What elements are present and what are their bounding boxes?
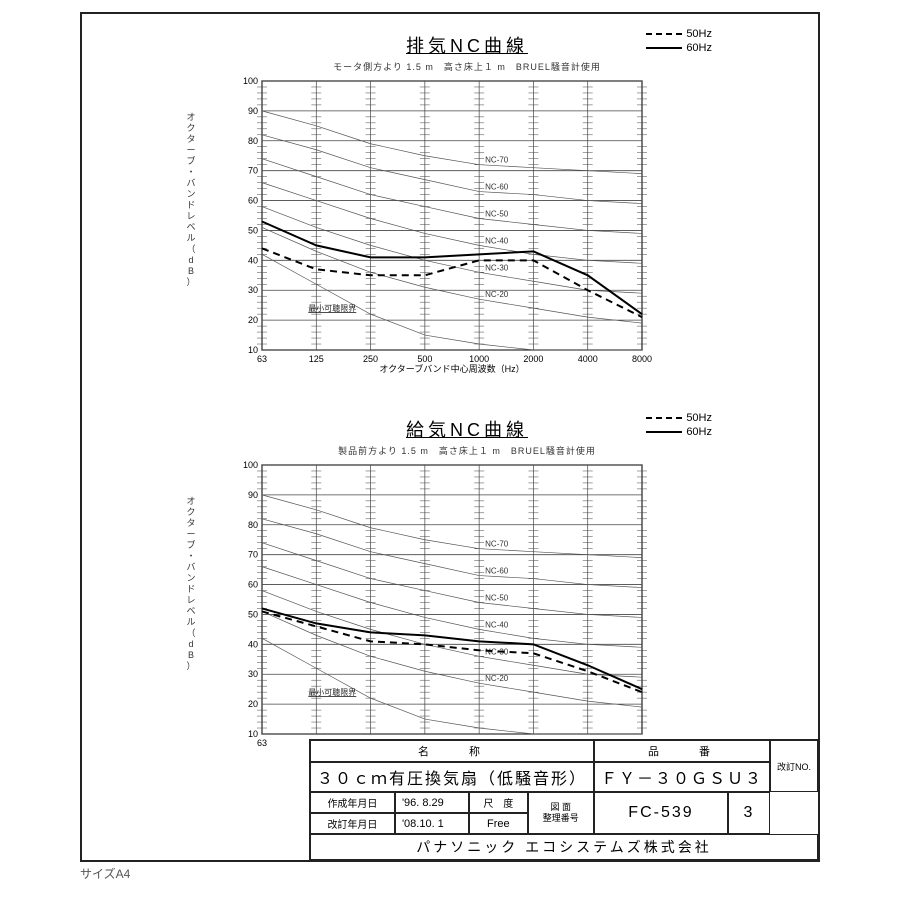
supply-nc-chart: 給気NC曲線 50Hz 60Hz 製品前方より 1.5 m 高さ床上１ m BR… bbox=[232, 416, 702, 759]
svg-text:NC-20: NC-20 bbox=[485, 674, 509, 683]
svg-text:100: 100 bbox=[243, 76, 258, 86]
part-header: 品 番 bbox=[594, 740, 770, 762]
revised-header: 改訂年月日 bbox=[310, 813, 395, 834]
revised-date: '08.10. 1 bbox=[395, 813, 469, 834]
svg-text:NC-60: NC-60 bbox=[485, 183, 509, 192]
svg-text:20: 20 bbox=[248, 315, 258, 325]
svg-text:NC-50: NC-50 bbox=[485, 209, 509, 218]
svg-text:250: 250 bbox=[363, 354, 378, 364]
drawing-sheet: 排気NC曲線 50Hz 60Hz モータ側方より 1.5 m 高さ床上１ m B… bbox=[80, 12, 820, 862]
chart-legend: 50Hz 60Hz bbox=[646, 27, 712, 55]
scale-value: Free bbox=[469, 813, 527, 834]
svg-text:NC-70: NC-70 bbox=[485, 156, 509, 165]
chart-legend: 50Hz 60Hz bbox=[646, 411, 712, 439]
svg-text:70: 70 bbox=[248, 166, 258, 176]
rev-header: 改訂NO. bbox=[770, 740, 818, 792]
y-axis-label: オクターブ・バンドレベル（dB） bbox=[184, 496, 198, 672]
svg-text:30: 30 bbox=[248, 669, 258, 679]
created-date: '96. 8.29 bbox=[395, 792, 469, 813]
svg-text:2000: 2000 bbox=[523, 354, 543, 364]
scale-header: 尺 度 bbox=[469, 792, 527, 813]
chart-condition: モータ側方より 1.5 m 高さ床上１ m BRUEL騒音計使用 bbox=[232, 60, 702, 73]
chart-condition: 製品前方より 1.5 m 高さ床上１ m BRUEL騒音計使用 bbox=[232, 444, 702, 457]
svg-text:50: 50 bbox=[248, 609, 258, 619]
chart-title: 排気NC曲線 bbox=[232, 32, 702, 58]
svg-text:80: 80 bbox=[248, 520, 258, 530]
svg-text:63: 63 bbox=[257, 738, 267, 748]
rev-number: 3 bbox=[728, 792, 770, 834]
svg-text:20: 20 bbox=[248, 699, 258, 709]
name-header: 名 称 bbox=[310, 740, 594, 762]
svg-text:NC-40: NC-40 bbox=[485, 236, 509, 245]
svg-text:NC-40: NC-40 bbox=[485, 620, 509, 629]
svg-text:オクターブバンド中心周波数（Hz）: オクターブバンド中心周波数（Hz） bbox=[379, 363, 524, 374]
svg-text:40: 40 bbox=[248, 255, 258, 265]
svg-text:NC-70: NC-70 bbox=[485, 540, 509, 549]
part-number: ＦＹ－３０ＧＳＵ３ bbox=[594, 762, 770, 792]
svg-text:125: 125 bbox=[309, 354, 324, 364]
svg-text:80: 80 bbox=[248, 136, 258, 146]
svg-text:NC-60: NC-60 bbox=[485, 567, 509, 576]
svg-text:1000: 1000 bbox=[469, 354, 489, 364]
svg-text:60: 60 bbox=[248, 196, 258, 206]
legend-60hz: 60Hz bbox=[686, 425, 712, 439]
svg-text:NC-30: NC-30 bbox=[485, 263, 509, 272]
svg-text:4000: 4000 bbox=[578, 354, 598, 364]
paper-size-label: サイズA4 bbox=[80, 865, 130, 882]
svg-text:最小可聴限界: 最小可聴限界 bbox=[308, 303, 356, 313]
exhaust-nc-chart: 排気NC曲線 50Hz 60Hz モータ側方より 1.5 m 高さ床上１ m B… bbox=[232, 32, 702, 375]
svg-text:50: 50 bbox=[248, 225, 258, 235]
legend-50hz: 50Hz bbox=[686, 411, 712, 425]
svg-text:40: 40 bbox=[248, 639, 258, 649]
product-name: ３０ｃｍ有圧換気扇（低騒音形） bbox=[310, 762, 594, 792]
svg-text:NC-20: NC-20 bbox=[485, 290, 509, 299]
legend-50hz: 50Hz bbox=[686, 27, 712, 41]
svg-text:100: 100 bbox=[243, 460, 258, 470]
svg-text:90: 90 bbox=[248, 106, 258, 116]
svg-text:500: 500 bbox=[417, 354, 432, 364]
nc-chart-svg: 63 125 250 500 1000 2000 4000 8000 10 20 30 40 50 60 7… bbox=[232, 75, 652, 375]
company-name: パナソニック エコシステムズ株式会社 bbox=[310, 834, 818, 860]
nc-chart-svg: 6312525050010002000400080001020304050607… bbox=[232, 459, 652, 759]
titleblock: 名 称 品 番 改訂NO. ３０ｃｍ有圧換気扇（低騒音形） ＦＹ－３０ＧＳＵ３ … bbox=[309, 739, 818, 860]
legend-60hz: 60Hz bbox=[686, 41, 712, 55]
svg-text:最小可聴限界: 最小可聴限界 bbox=[308, 687, 356, 697]
svg-text:8000: 8000 bbox=[632, 354, 652, 364]
y-axis-label: オクターブ・バンドレベル（dB） bbox=[184, 112, 198, 288]
svg-text:10: 10 bbox=[248, 345, 258, 355]
chart-title: 給気NC曲線 bbox=[232, 416, 702, 442]
svg-text:NC-50: NC-50 bbox=[485, 593, 509, 602]
svg-text:10: 10 bbox=[248, 729, 258, 739]
class-number: FC-539 bbox=[594, 792, 728, 834]
svg-text:60: 60 bbox=[248, 580, 258, 590]
svg-text:70: 70 bbox=[248, 550, 258, 560]
svg-text:63: 63 bbox=[257, 354, 267, 364]
svg-text:30: 30 bbox=[248, 285, 258, 295]
class-header: 図 面 整理番号 bbox=[528, 792, 594, 834]
created-header: 作成年月日 bbox=[310, 792, 395, 813]
svg-text:90: 90 bbox=[248, 490, 258, 500]
